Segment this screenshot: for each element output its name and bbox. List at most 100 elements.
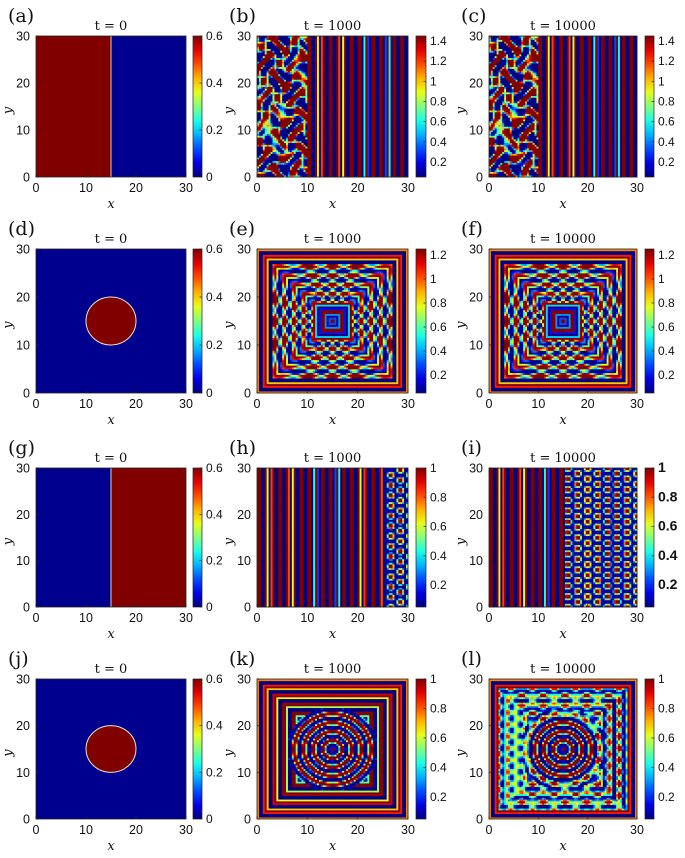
colorbar-tick-label: 0.4 (206, 290, 223, 304)
colorbar-tick-label: 1 (430, 272, 437, 286)
y-tick-label: 20 (469, 508, 483, 522)
x-tick-label: 0 (486, 181, 493, 195)
y-tick-label: 10 (16, 124, 30, 138)
colorbar-tick-label: 0.8 (658, 701, 675, 715)
heatmap-field (257, 468, 408, 607)
y-axis-label: y (1, 537, 16, 546)
colorbar-tick-label: 0.6 (430, 115, 447, 129)
x-tick-label: 0 (486, 611, 493, 625)
colorbar (193, 679, 202, 819)
x-tick-label: 30 (630, 823, 644, 837)
x-tick-label: 10 (79, 611, 93, 625)
x-axis-label: x (329, 197, 337, 212)
y-tick-label: 30 (237, 462, 251, 476)
x-tick-label: 20 (129, 823, 143, 837)
colorbar (645, 36, 654, 177)
field-disc (86, 297, 136, 345)
heatmap-field (489, 249, 637, 393)
x-axis-label: x (559, 839, 567, 854)
colorbar (193, 468, 202, 607)
x-tick-label: 30 (401, 611, 415, 625)
colorbar-tick-label: 0.4 (430, 549, 447, 563)
x-tick-label: 0 (254, 823, 261, 837)
colorbar-tick-label: 0.6 (206, 461, 223, 475)
x-axis-label: x (329, 627, 337, 642)
y-tick-label: 0 (244, 813, 251, 827)
colorbar-tick-label: 0.2 (658, 155, 675, 169)
x-tick-label: 20 (351, 823, 365, 837)
y-tick-label: 30 (16, 673, 30, 687)
x-axis-label: x (107, 627, 115, 642)
y-tick-label: 0 (23, 171, 30, 185)
x-axis-label: x (329, 839, 337, 854)
heatmap-field (36, 36, 186, 177)
x-tick-label: 30 (630, 181, 644, 195)
y-axis-label: y (222, 321, 237, 330)
colorbar-tick-label: 0 (206, 600, 213, 614)
y-tick-label: 30 (469, 462, 483, 476)
y-tick-label: 30 (16, 243, 30, 257)
colorbar-tick-label: 0.2 (206, 123, 223, 137)
x-tick-label: 30 (179, 181, 193, 195)
colorbar-tick-label: 0.8 (658, 488, 678, 504)
y-tick-label: 0 (476, 171, 483, 185)
colorbar-tick-label: 0.4 (206, 507, 223, 521)
colorbar-tick-label: 0.4 (658, 760, 675, 774)
x-axis-label: x (559, 413, 567, 428)
x-tick-label: 30 (179, 823, 193, 837)
colorbar-tick-label: 0.2 (430, 155, 447, 169)
y-tick-label: 20 (237, 77, 251, 91)
y-tick-label: 0 (244, 171, 251, 185)
y-tick-label: 20 (469, 291, 483, 305)
colorbar-tick-label: 0.8 (658, 296, 675, 310)
colorbar-tick-label: 0.2 (658, 576, 678, 592)
colorbar-tick-label: 0.4 (430, 760, 447, 774)
time-label: t = 1000 (304, 662, 361, 677)
x-tick-label: 10 (531, 823, 545, 837)
colorbar-tick-label: 0.4 (658, 344, 675, 358)
time-label: t = 1000 (304, 232, 361, 247)
panel-label: (b) (229, 5, 256, 27)
colorbar-tick-label: 1.2 (658, 54, 675, 68)
time-label: t = 10000 (530, 232, 596, 247)
x-tick-label: 0 (33, 611, 40, 625)
x-tick-label: 20 (581, 823, 595, 837)
x-tick-label: 20 (581, 181, 595, 195)
field-high-region (36, 36, 111, 177)
x-tick-label: 30 (179, 611, 193, 625)
heatmap-field (257, 679, 408, 819)
x-tick-label: 20 (129, 397, 143, 411)
colorbar-tick-label: 0.6 (430, 320, 447, 334)
colorbar-tick-label: 0.2 (658, 368, 675, 382)
y-tick-label: 30 (237, 243, 251, 257)
colorbar-tick-label: 1.2 (430, 248, 447, 262)
y-tick-label: 20 (16, 719, 30, 733)
y-tick-label: 10 (469, 339, 483, 353)
colorbar-tick-label: 0.4 (658, 135, 675, 149)
x-tick-label: 0 (33, 823, 40, 837)
y-tick-label: 30 (16, 30, 30, 44)
colorbar (193, 36, 202, 177)
y-tick-label: 0 (244, 387, 251, 401)
y-axis-label: y (222, 749, 237, 758)
y-tick-label: 20 (469, 77, 483, 91)
x-tick-label: 30 (630, 397, 644, 411)
colorbar-tick-label: 0.8 (430, 296, 447, 310)
colorbar (416, 468, 426, 607)
x-tick-label: 30 (401, 823, 415, 837)
y-tick-label: 20 (237, 291, 251, 305)
x-tick-label: 20 (351, 611, 365, 625)
colorbar (416, 36, 426, 177)
heatmap-field (489, 679, 637, 819)
colorbar-tick-label: 0.2 (206, 765, 223, 779)
colorbar-tick-label: 0.6 (206, 242, 223, 256)
colorbar-tick-label: 0.4 (430, 344, 447, 358)
y-axis-label: y (454, 537, 469, 546)
colorbar-tick-label: 0 (206, 812, 213, 826)
